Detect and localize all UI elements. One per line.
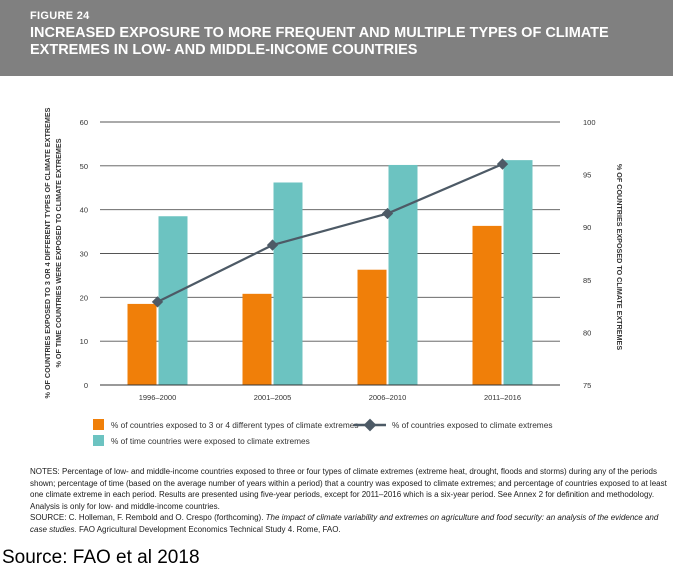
chart: 0 10 20 30 40 50 60 75 80 85 90 95 100 1996–2000 2001–… (43, 107, 624, 446)
right-tick-label: 100 (583, 118, 596, 127)
x-tick-label: 2001–2005 (254, 393, 292, 402)
x-tick-label: 2011–2016 (484, 393, 521, 402)
right-axis-title: % OF COUNTRIES EXPOSED TO CLIMATE EXTREM… (615, 164, 624, 350)
x-tick-label: 1996–2000 (139, 393, 177, 402)
line-point-marker (151, 296, 164, 308)
source-authors: C. Holleman, F. Rembold and O. Crespo (f… (68, 513, 264, 523)
legend-swatch-teal (93, 435, 104, 446)
legend-label-line: % of countries exposed to climate extrem… (392, 420, 552, 430)
bar-time-exposed (388, 164, 418, 385)
left-tick-label: 20 (80, 293, 88, 302)
figure-label: FIGURE 24 (30, 10, 90, 22)
legend-swatch-orange (93, 419, 104, 430)
bar-multiple-types (127, 303, 157, 385)
left-axis-title-2: % OF TIME COUNTRIES WERE EXPOSED TO CLIM… (54, 138, 63, 367)
right-tick-label: 80 (583, 328, 591, 337)
legend-marker-sample (363, 418, 377, 432)
left-tick-label: 30 (80, 250, 88, 259)
right-tick-label: 95 (583, 171, 591, 180)
notes-text: Percentage of low- and middle-income cou… (30, 467, 667, 511)
figure-header: FIGURE 24 INCREASED EXPOSURE TO MORE FRE… (0, 0, 673, 76)
bar-multiple-types (242, 293, 272, 385)
figure-title: INCREASED EXPOSURE TO MORE FREQUENT AND … (30, 25, 609, 58)
notes-label: NOTES: (30, 467, 60, 476)
left-axis-title-1: % OF COUNTRIES EXPOSED TO 3 OR 4 DIFFERE… (43, 107, 52, 398)
footer-source: Source: FAO et al 2018 (2, 547, 200, 568)
line-point-marker (381, 207, 394, 220)
line-point-marker (496, 158, 509, 170)
source-title: The impact of climate variability and ex… (30, 513, 659, 534)
source-label: SOURCE: (30, 513, 67, 523)
bar-time-exposed (503, 160, 533, 385)
left-tick-label: 0 (84, 381, 88, 390)
left-tick-label: 10 (80, 337, 88, 346)
x-tick-label: 2006–2010 (369, 393, 407, 402)
bar-time-exposed (158, 216, 188, 385)
legend: % of countries exposed to 3 or 4 differe… (93, 418, 552, 446)
right-tick-label: 85 (583, 276, 591, 285)
axis-labels: % OF COUNTRIES EXPOSED TO 3 OR 4 DIFFERE… (43, 107, 624, 398)
bar-multiple-types (357, 269, 387, 385)
right-tick-label: 75 (583, 381, 591, 390)
right-tick-label: 90 (583, 223, 591, 232)
legend-label-orange: % of countries exposed to 3 or 4 differe… (111, 420, 359, 430)
axes: 0 10 20 30 40 50 60 75 80 85 90 95 100 1996–2000 2001–… (80, 118, 596, 402)
source-rest: FAO Agricultural Development Economics T… (78, 524, 341, 534)
line-series (151, 158, 509, 308)
notes-paragraph: NOTES: Percentage of low- and middle-inc… (30, 466, 670, 512)
bar-multiple-types (472, 225, 502, 385)
notes-block: NOTES: Percentage of low- and middle-inc… (30, 466, 670, 536)
left-tick-label: 60 (80, 118, 88, 127)
bars (127, 160, 533, 385)
bar-time-exposed (273, 182, 303, 385)
legend-label-teal: % of time countries were exposed to clim… (111, 436, 310, 446)
left-tick-label: 50 (80, 162, 88, 171)
line-point-marker (266, 239, 279, 251)
source-paragraph: SOURCE: C. Holleman, F. Rembold and O. C… (30, 512, 670, 535)
left-tick-label: 40 (80, 206, 88, 215)
line-exposed-countries (157, 163, 503, 303)
